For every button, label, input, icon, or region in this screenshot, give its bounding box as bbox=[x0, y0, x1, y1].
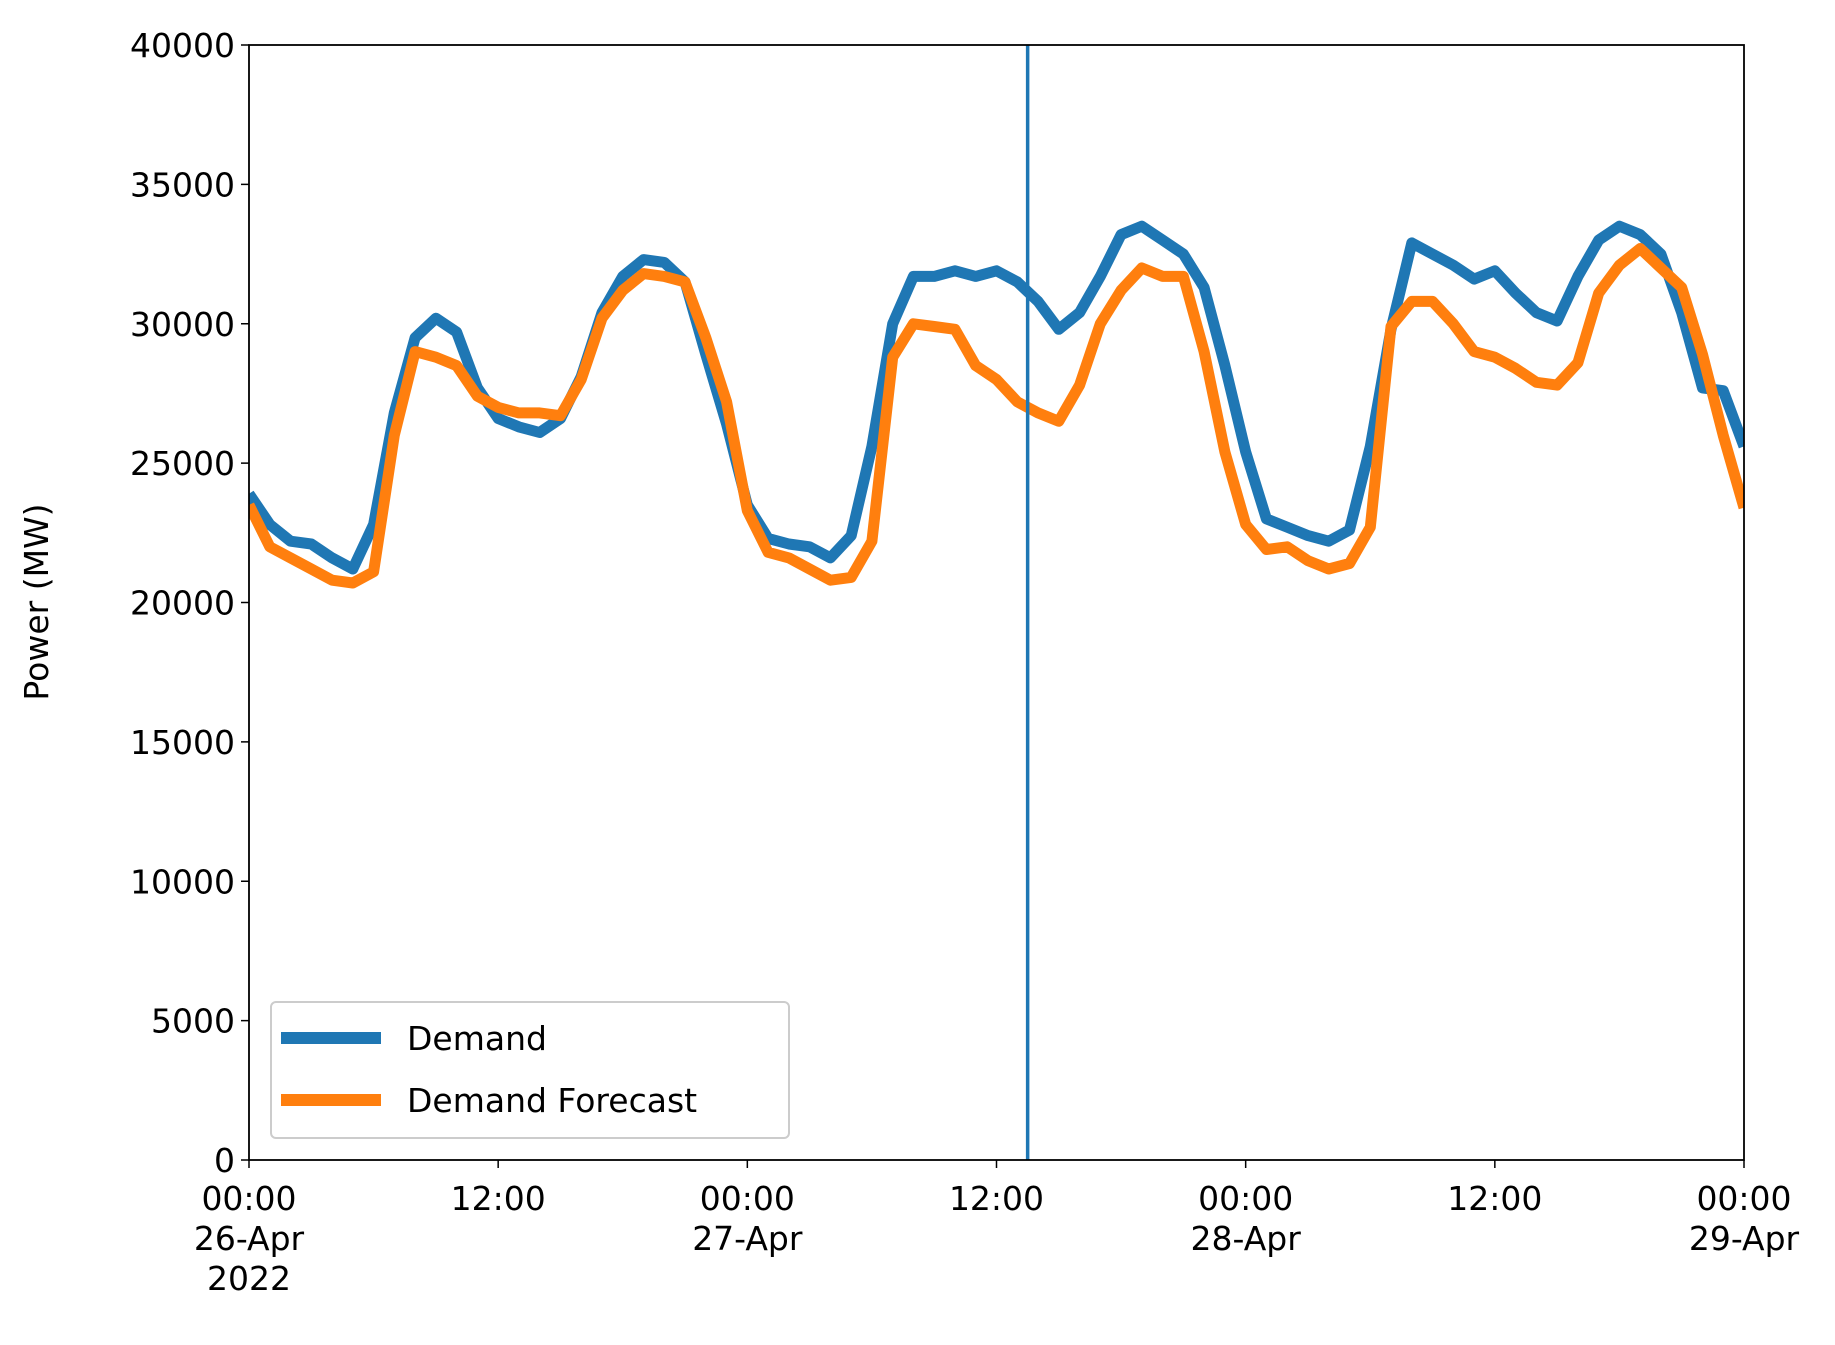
legend-label: Demand Forecast bbox=[407, 1081, 697, 1120]
legend-box bbox=[270, 1001, 790, 1139]
y-tick-label: 5000 bbox=[151, 1002, 235, 1041]
x-tick-label-line: 12:00 bbox=[949, 1179, 1044, 1218]
x-tick-label-line: 28-Apr bbox=[1191, 1219, 1302, 1258]
x-tick-label-line: 12:00 bbox=[1447, 1179, 1542, 1218]
x-tick-label-line: 27-Apr bbox=[692, 1219, 803, 1258]
y-tick-label: 15000 bbox=[130, 723, 235, 762]
x-tick-label-line: 00:00 bbox=[700, 1179, 795, 1218]
x-tick-label-line: 00:00 bbox=[201, 1179, 296, 1218]
x-tick-label-line: 2022 bbox=[207, 1259, 291, 1298]
y-tick-label: 10000 bbox=[130, 862, 235, 901]
series-line bbox=[249, 220, 1744, 575]
series-line bbox=[249, 243, 1744, 589]
y-axis-label: Power (MW) bbox=[17, 503, 56, 700]
y-tick-label: 40000 bbox=[130, 26, 235, 65]
x-tick-label: 12:00 bbox=[1447, 1179, 1542, 1218]
x-tick-label-line: 29-Apr bbox=[1689, 1219, 1800, 1258]
x-tick-label-line: 00:00 bbox=[1696, 1179, 1791, 1218]
plot-frame bbox=[248, 44, 1745, 1161]
x-tick-label: 00:00 29-Apr bbox=[1689, 1179, 1800, 1258]
x-tick-label: 00:00 28-Apr bbox=[1191, 1179, 1302, 1258]
x-tick-label: 12:00 bbox=[451, 1179, 546, 1218]
x-tick-label-line: 12:00 bbox=[451, 1179, 546, 1218]
y-tick-label: 25000 bbox=[130, 444, 235, 483]
legend-label: Demand bbox=[407, 1019, 547, 1058]
y-tick-label: 35000 bbox=[130, 165, 235, 204]
x-tick-label: 12:00 bbox=[949, 1179, 1044, 1218]
y-tick-label: 30000 bbox=[130, 305, 235, 344]
x-tick-label: 00:00 27-Apr bbox=[692, 1179, 803, 1258]
x-tick-label-line: 00:00 bbox=[1198, 1179, 1293, 1218]
y-tick-label: 20000 bbox=[130, 584, 235, 623]
x-tick-label: 00:00 26-Apr 2022 bbox=[194, 1179, 305, 1298]
y-tick-label: 0 bbox=[214, 1141, 235, 1180]
x-tick-label-line: 26-Apr bbox=[194, 1219, 305, 1258]
